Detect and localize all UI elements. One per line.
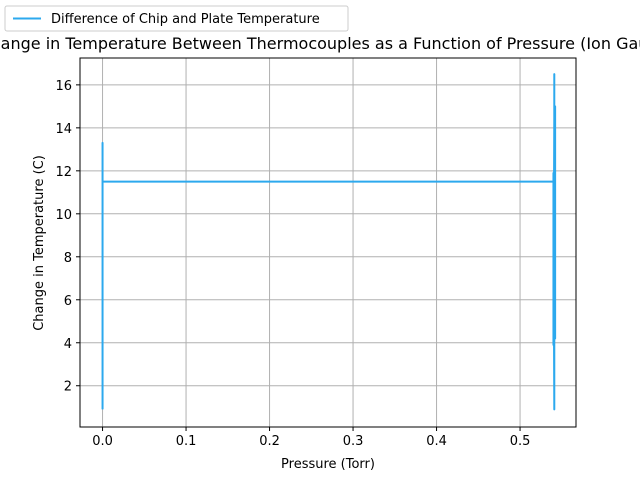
series-line	[101, 73, 557, 411]
x-axis: 0.0 0.1 0.2 0.3 0.4 0.5	[92, 427, 530, 449]
x-axis-label: Pressure (Torr)	[281, 457, 375, 472]
x-tick-label: 0.5	[510, 434, 531, 449]
y-tick-label: 4	[64, 337, 72, 352]
x-tick-label: 0.3	[343, 434, 364, 449]
y-tick-label: 14	[55, 122, 72, 137]
y-tick-label: 12	[55, 165, 72, 180]
x-tick-label: 0.2	[259, 434, 280, 449]
plot-border	[79, 57, 577, 428]
y-axis: 2 4 6 8 10 12 14 16	[55, 79, 80, 395]
x-tick-label: 0.4	[426, 434, 447, 449]
y-axis-label: Change in Temperature (C)	[32, 155, 47, 331]
legend: Difference of Chip and Plate Temperature	[4, 5, 349, 32]
y-tick-label: 2	[64, 380, 72, 395]
chart-title: Change in Temperature Between Thermocoup…	[0, 34, 640, 53]
plot-frame	[79, 57, 577, 428]
legend-box	[4, 5, 349, 32]
y-tick-label: 8	[64, 251, 72, 266]
y-tick-label: 6	[64, 294, 72, 309]
y-tick-label: 10	[55, 208, 72, 223]
legend-label: Difference of Chip and Plate Temperature	[51, 12, 320, 27]
series-layer	[101, 73, 557, 411]
x-tick-label: 0.1	[176, 434, 197, 449]
grid-lines	[80, 58, 576, 427]
x-tick-label: 0.0	[92, 434, 113, 449]
y-tick-label: 16	[55, 79, 72, 94]
